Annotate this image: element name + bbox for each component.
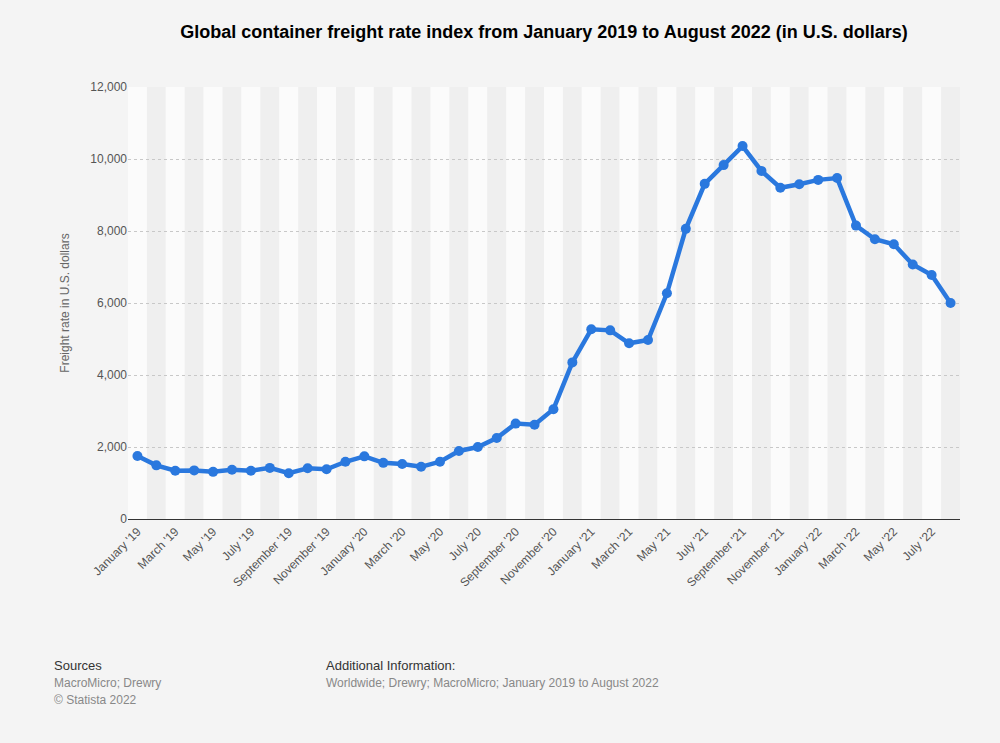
svg-text:November '19: November '19 [270,525,333,588]
svg-text:May '19: May '19 [180,525,220,565]
svg-text:March '22: March '22 [815,525,862,572]
svg-text:September '21: September '21 [684,525,749,590]
svg-text:6,000: 6,000 [97,296,127,310]
svg-text:May '20: May '20 [407,525,447,565]
svg-text:Freight rate in U.S. dollars: Freight rate in U.S. dollars [58,233,72,372]
svg-text:© Statista 2022: © Statista 2022 [54,693,137,707]
svg-text:July '22: July '22 [900,525,939,564]
svg-text:January '20: January '20 [317,525,371,579]
svg-text:Global container freight rate: Global container freight rate index from… [180,22,908,42]
svg-text:May '21: May '21 [634,525,674,565]
svg-text:2,000: 2,000 [97,440,127,454]
svg-text:4,000: 4,000 [97,368,127,382]
svg-text:September '20: September '20 [457,525,522,590]
svg-text:January '22: January '22 [771,525,825,579]
svg-text:November '20: November '20 [497,525,560,588]
svg-text:November '21: November '21 [724,525,787,588]
svg-text:March '19: March '19 [135,525,182,572]
svg-text:July '20: July '20 [446,525,485,564]
svg-text:January '19: January '19 [90,525,144,579]
svg-text:Additional Information:: Additional Information: [326,658,455,673]
svg-text:January '21: January '21 [544,525,598,579]
svg-text:MacroMicro; Drewry: MacroMicro; Drewry [54,676,161,690]
svg-text:March '21: March '21 [589,525,636,572]
svg-text:Worldwide; Drewry; MacroMicro;: Worldwide; Drewry; MacroMicro; January 2… [326,676,659,690]
svg-text:12,000: 12,000 [90,80,127,94]
svg-text:March '20: March '20 [362,525,409,572]
svg-text:0: 0 [120,512,127,526]
svg-text:Sources: Sources [54,658,102,673]
svg-text:September '19: September '19 [230,525,295,590]
svg-text:10,000: 10,000 [90,152,127,166]
svg-text:May '22: May '22 [861,525,901,565]
svg-text:8,000: 8,000 [97,224,127,238]
svg-text:July '19: July '19 [219,525,258,564]
svg-text:July '21: July '21 [673,525,712,564]
